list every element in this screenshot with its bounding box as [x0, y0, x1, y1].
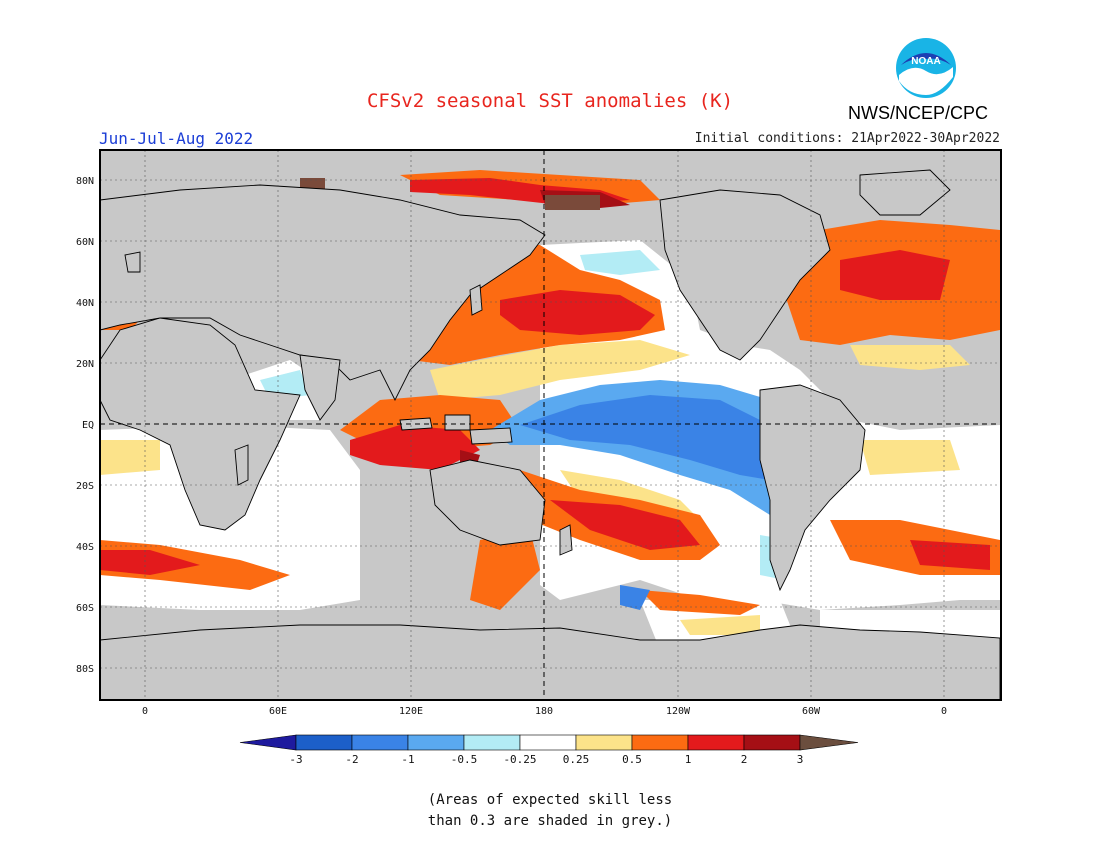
initial-conditions: Initial conditions: 21Apr2022-30Apr2022	[694, 131, 1000, 146]
south-atlantic-red-core	[910, 540, 990, 570]
colorbar-swatch	[351, 734, 409, 751]
agency-label: NWS/NCEP/CPC	[848, 103, 989, 123]
sst-map: 80N 60N 40N 20N EQ 20S 40S 60S 80S 0 60E…	[76, 149, 1002, 766]
skill-note-line1: (Areas of expected skill less	[427, 792, 673, 808]
enso-cold-tongue-core	[520, 395, 770, 480]
colorbar-label: 0.25	[563, 753, 590, 766]
lat-label: 40N	[76, 298, 94, 309]
atlantic-yellow-band	[850, 345, 970, 370]
lat-label: 20N	[76, 359, 94, 370]
skill-note: (Areas of expected skill less than 0.3 a…	[0, 790, 1100, 832]
eurasia-landmass	[100, 184, 546, 402]
new-guinea-landmass	[469, 427, 513, 445]
colorbar-swatch	[519, 734, 577, 751]
north-america-landmass	[659, 189, 831, 361]
noaa-logo-text: NOAA	[911, 56, 940, 67]
lat-label: 80N	[76, 176, 94, 187]
colorbar-label: -3	[289, 753, 302, 766]
lat-label: 20S	[76, 481, 94, 492]
lat-label: 40S	[76, 542, 94, 553]
south-america-landmass	[759, 384, 866, 592]
lon-label: 120E	[399, 706, 423, 717]
new-zealand-landmass	[559, 524, 573, 556]
south-atlantic-yellow-band	[860, 440, 960, 475]
colorbar-label: 1	[685, 753, 692, 766]
maritime-red-core	[350, 425, 480, 470]
colorbar-label: 0.5	[622, 753, 642, 766]
madagascar-landmass	[234, 444, 249, 486]
arctic-brown-2	[545, 195, 600, 210]
colorbar-label: -2	[345, 753, 358, 766]
map-frame	[99, 149, 1002, 701]
southern-yellow-band	[680, 615, 760, 635]
skill-note-line2: than 0.3 are shaded in grey.)	[427, 813, 673, 829]
south-indian-red-core	[100, 550, 200, 575]
noaa-logo-bird-icon	[899, 67, 953, 95]
colorbar-swatch	[743, 734, 801, 751]
lat-label: 60S	[76, 603, 94, 614]
colorbar-label: -0.25	[503, 753, 536, 766]
japan-landmass	[469, 284, 483, 316]
colorbar-low-triangle	[239, 734, 297, 751]
antarctica-landmass	[100, 624, 1001, 700]
north-atlantic-red-core	[840, 250, 950, 300]
colorbar-swatch	[463, 734, 521, 751]
australia-landmass	[429, 459, 546, 546]
map-gridlines	[100, 150, 1001, 700]
lon-label: 0	[941, 706, 947, 717]
lon-label: 180	[535, 706, 553, 717]
lon-label: 60W	[802, 706, 821, 717]
west-indian-yellow-band	[100, 440, 160, 475]
chart-title: CFSv2 seasonal SST anomalies (K)	[366, 90, 734, 112]
southern-blue-patch	[620, 585, 650, 610]
lat-label: 80S	[76, 664, 94, 675]
colorbar: -3 -2 -1 -0.5 -0.25 0.25 0.5 1 2 3	[239, 734, 859, 766]
colorbar-swatch	[295, 734, 353, 751]
north-pacific-yellow-band	[430, 340, 690, 400]
noaa-logo: NOAA	[896, 38, 956, 98]
lon-label: 60E	[269, 706, 287, 717]
colorbar-swatch	[407, 734, 465, 751]
forecast-period: Jun-Jul-Aug 2022	[99, 129, 254, 148]
tasman-orange	[470, 530, 540, 610]
colorbar-label: 2	[741, 753, 748, 766]
india-landmass	[299, 354, 341, 421]
north-pacific-lightblue	[580, 250, 660, 275]
borneo-landmass	[444, 414, 471, 431]
lon-label: 0	[142, 706, 148, 717]
strong-warm-regions	[100, 178, 990, 575]
uk-landmass	[124, 251, 141, 273]
land-masses	[100, 169, 1001, 700]
south-pacific-red-core	[550, 500, 700, 550]
colorbar-label: -0.5	[451, 753, 478, 766]
colorbar-swatch	[687, 734, 745, 751]
colorbar-label: 3	[797, 753, 804, 766]
north-pacific-red-core	[500, 290, 655, 335]
lat-axis: 80N 60N 40N 20N EQ 20S 40S 60S 80S	[76, 176, 94, 675]
lat-label: EQ	[82, 420, 94, 431]
lon-label: 120W	[666, 706, 691, 717]
colorbar-swatch	[631, 734, 689, 751]
colorbar-swatch	[575, 734, 633, 751]
lat-label: 60N	[76, 237, 94, 248]
colorbar-high-triangle	[799, 734, 859, 751]
greenland-landmass	[859, 169, 951, 216]
colorbar-label: -1	[401, 753, 414, 766]
noaa-logo-sky-icon	[901, 53, 951, 65]
southern-ocean-orange	[640, 590, 760, 615]
lon-axis: 0 60E 120E 180 120W 60W 0	[142, 706, 947, 717]
